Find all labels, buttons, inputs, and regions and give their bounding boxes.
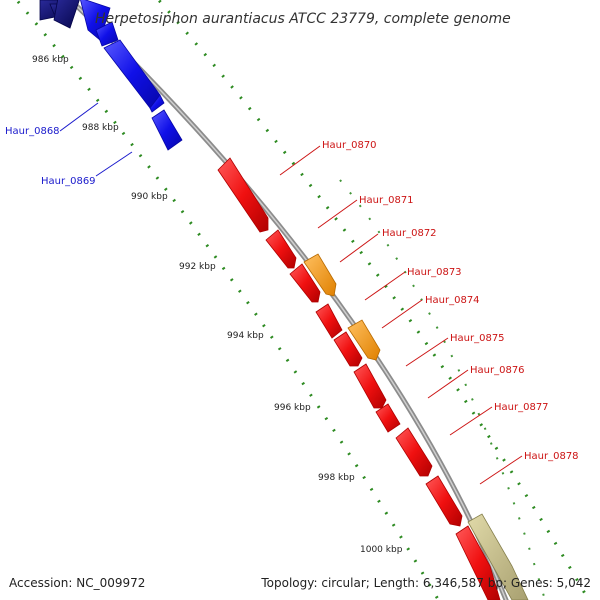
scale-label-996: 996 kbp: [274, 403, 311, 413]
scale-label-1000: 1000 kbp: [360, 545, 403, 555]
scale-label-986: 986 kbp: [32, 55, 69, 65]
gene-label-haur-0870[interactable]: Haur_0870: [322, 140, 377, 151]
scale-label-990: 990 kbp: [131, 192, 168, 202]
gene-haur-0879[interactable]: [455, 525, 501, 600]
gene-haur-0873[interactable]: [315, 303, 343, 339]
gene-haur-0879-tan[interactable]: [467, 513, 529, 600]
gene-labels: Haur_0868 Haur_0869 Haur_0870 Haur_0871 …: [5, 126, 579, 462]
gene-haur-0867b[interactable]: [53, 0, 80, 29]
gene-haur-0872-orange[interactable]: [303, 253, 337, 297]
gene-haur-0876[interactable]: [375, 403, 401, 433]
gene-haur-0872[interactable]: [289, 263, 321, 303]
gene-haur-0878[interactable]: [425, 475, 463, 527]
gene-haur-0868[interactable]: [103, 39, 165, 113]
gene-label-haur-0875[interactable]: Haur_0875: [450, 333, 505, 344]
scale-label-992: 992 kbp: [179, 262, 216, 272]
gene-label-haur-0868[interactable]: Haur_0868: [5, 126, 60, 137]
gene-haur-0874-orange[interactable]: [347, 319, 381, 361]
gene-label-haur-0876[interactable]: Haur_0876: [470, 365, 525, 376]
map-title: Herpetosiphon aurantiacus ATCC 23779, co…: [95, 11, 511, 27]
scale-label-994: 994 kbp: [227, 331, 264, 341]
tick-track-outer: [156, 0, 591, 600]
gene-label-haur-0873[interactable]: Haur_0873: [407, 267, 462, 278]
gene-haur-0875[interactable]: [353, 363, 387, 409]
scale-label-998: 998 kbp: [318, 473, 355, 483]
accession-label: Accession: NC_009972: [9, 576, 146, 590]
gene-haur-0869[interactable]: [151, 109, 183, 151]
scale-labels: 986 kbp 988 kbp 990 kbp 992 kbp 994 kbp …: [32, 55, 403, 555]
topology-label: Topology: circular; Length: 6,346,587 bp…: [261, 576, 591, 590]
gene-label-haur-0869[interactable]: Haur_0869: [41, 176, 96, 187]
gene-haur-0868-block[interactable]: [80, 0, 119, 47]
gene-label-haur-0872[interactable]: Haur_0872: [382, 228, 437, 239]
gene-haur-0870[interactable]: [217, 157, 269, 233]
gene-haur-0874[interactable]: [333, 331, 363, 367]
gene-label-haur-0871[interactable]: Haur_0871: [359, 195, 414, 206]
gene-label-haur-0878[interactable]: Haur_0878: [524, 451, 579, 462]
gene-haur-0871[interactable]: [265, 229, 297, 269]
gene-haur-0877[interactable]: [395, 427, 433, 477]
scale-label-988: 988 kbp: [82, 123, 119, 133]
gene-label-haur-0874[interactable]: Haur_0874: [425, 295, 480, 306]
tick-track-inner: [14, 0, 441, 600]
gene-label-haur-0877[interactable]: Haur_0877: [494, 402, 549, 413]
leader-lines: [59, 102, 523, 485]
